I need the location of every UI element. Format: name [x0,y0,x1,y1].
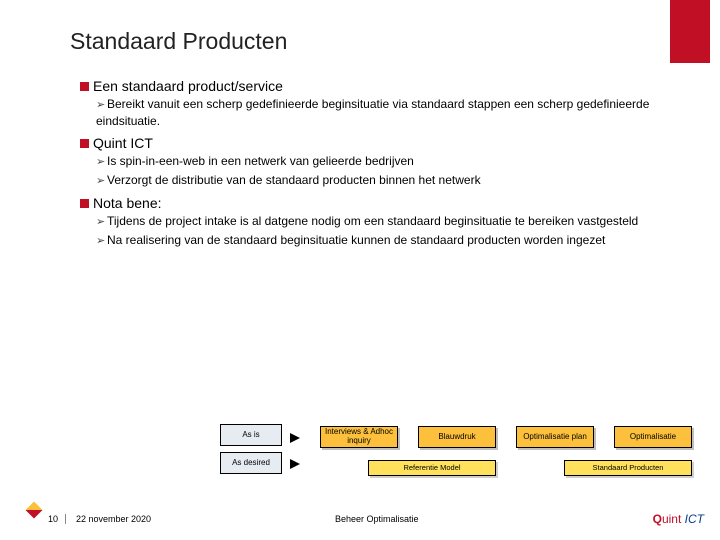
section-heading-3: Nota bene: [80,195,680,211]
accent-bar [670,0,710,63]
diamond-icon [26,502,43,519]
flow-step-4: Optimalisatie [614,426,692,448]
brand-logo: Quint ICT [653,512,704,526]
item-text: Verzorgt de distributie van de standaard… [107,173,481,187]
square-bullet-icon [80,82,89,91]
flow-diagram: As is As desired Interviews & Adhoc inqu… [220,418,690,492]
square-bullet-icon [80,139,89,148]
logo-q: Q [653,512,662,526]
bullet-item: ➢Bereikt vanuit een scherp gedefinieerde… [96,96,680,129]
arrow-icon [290,459,300,469]
bullet-item: ➢Is spin-in-een-web in een netwerk van g… [96,153,680,170]
heading-text: Quint ICT [93,135,153,151]
chevron-icon: ➢ [96,234,106,249]
box-as-is: As is [220,424,282,446]
flow-support-2: Standaard Producten [564,460,692,476]
arrow-icon [290,433,300,443]
chevron-icon: ➢ [96,174,106,189]
flow-step-2: Blauwdruk [418,426,496,448]
item-text: Na realisering van de standaard beginsit… [107,233,605,247]
item-text: Is spin-in-een-web in een netwerk van ge… [107,154,414,168]
body-content: Een standaard product/service ➢Bereikt v… [80,72,680,248]
heading-text: Een standaard product/service [93,78,283,94]
slide: Standaard Producten Een standaard produc… [0,0,720,540]
bullet-item: ➢Verzorgt de distributie van de standaar… [96,172,680,189]
item-text: Tijdens de project intake is al datgene … [107,214,638,228]
flow-step-3: Optimalisatie plan [516,426,594,448]
footer: 10 22 november 2020 Beheer Optimalisatie… [0,508,720,528]
chevron-icon: ➢ [96,215,106,230]
footer-doc-title: Beheer Optimalisatie [335,514,419,524]
bullet-item: ➢Na realisering van de standaard beginsi… [96,232,680,249]
flow-support-1: Referentie Model [368,460,496,476]
slide-title: Standaard Producten [70,28,287,55]
flow-step-1: Interviews & Adhoc inquiry [320,426,398,448]
heading-text: Nota bene: [93,195,162,211]
section-heading-1: Een standaard product/service [80,78,680,94]
logo-ict: ICT [681,512,704,526]
page-number: 10 [48,514,66,524]
item-text: Bereikt vanuit een scherp gedefinieerde … [96,97,649,128]
chevron-icon: ➢ [96,155,106,170]
section-heading-2: Quint ICT [80,135,680,151]
footer-date: 22 november 2020 [76,514,151,524]
square-bullet-icon [80,199,89,208]
logo-uint: uint [662,512,681,526]
chevron-icon: ➢ [96,98,106,113]
box-as-desired: As desired [220,452,282,474]
bullet-item: ➢Tijdens de project intake is al datgene… [96,213,680,230]
